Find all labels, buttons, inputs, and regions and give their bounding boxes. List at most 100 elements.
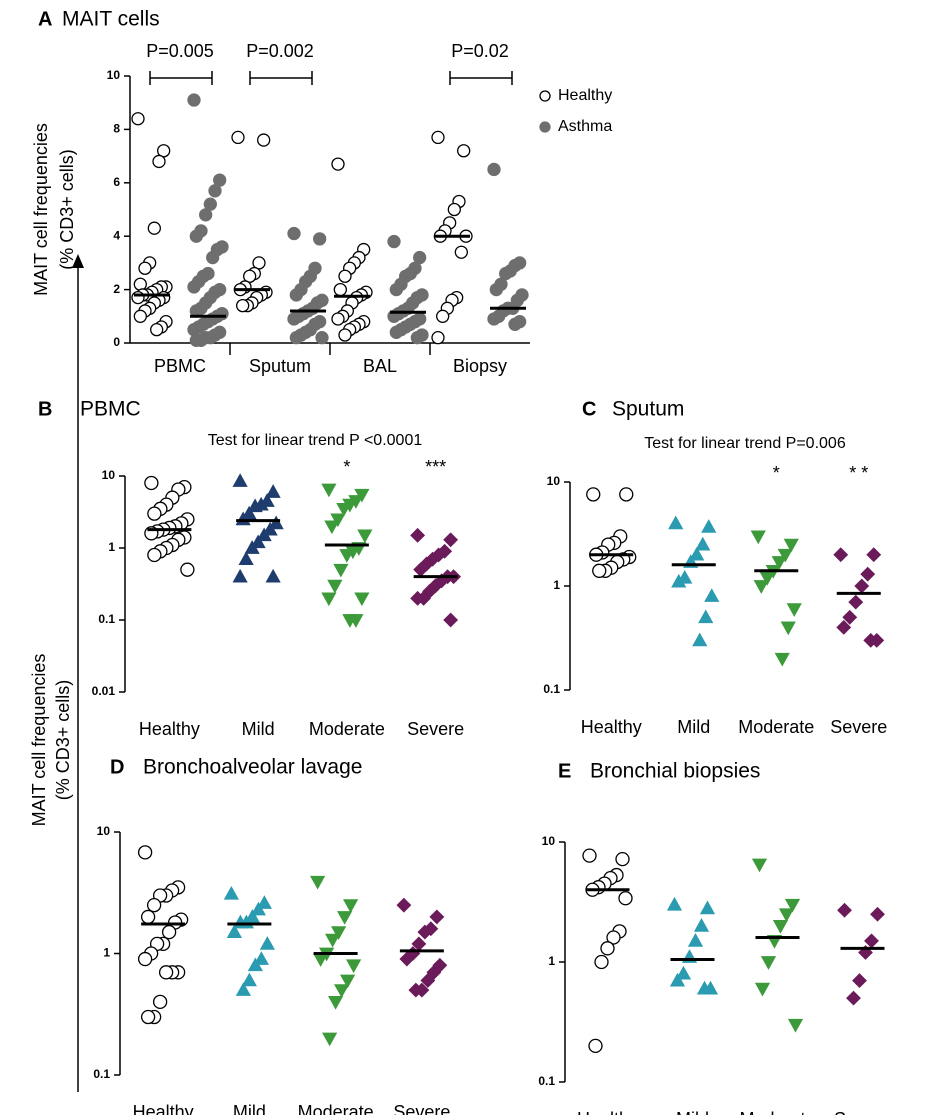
data-point xyxy=(265,484,281,498)
x-tick-label: PBMC xyxy=(154,356,206,376)
data-point xyxy=(265,568,281,583)
data-point xyxy=(420,973,436,988)
data-point xyxy=(147,221,161,235)
data-point xyxy=(668,515,684,530)
x-tick-label: Healthy xyxy=(581,717,642,737)
y-tick-label: 10 xyxy=(547,474,561,488)
y-label: (% CD3+ cells) xyxy=(53,680,73,801)
data-point xyxy=(431,331,445,345)
data-point xyxy=(334,984,350,998)
data-point xyxy=(244,909,260,923)
panel-letter: B xyxy=(38,398,52,420)
data-point xyxy=(131,112,145,126)
data-point xyxy=(262,521,278,536)
data-point xyxy=(357,529,373,544)
data-point xyxy=(331,157,345,171)
data-point xyxy=(250,534,266,549)
data-point xyxy=(324,520,340,535)
data-point xyxy=(236,298,250,313)
data-point xyxy=(189,229,203,243)
data-point xyxy=(429,909,445,925)
data-point xyxy=(833,547,849,563)
data-point xyxy=(321,483,337,498)
data-point xyxy=(759,571,775,586)
data-point xyxy=(864,933,879,949)
data-point xyxy=(268,515,284,530)
panel-letter: E xyxy=(558,760,571,782)
data-point xyxy=(846,990,861,1006)
data-point xyxy=(696,980,713,995)
data-point xyxy=(199,208,213,222)
data-point xyxy=(152,994,168,1009)
data-point xyxy=(692,632,708,647)
data-point xyxy=(594,954,609,970)
data-point xyxy=(425,551,441,567)
y-tick-label: 1 xyxy=(103,946,110,960)
data-point xyxy=(786,603,802,617)
data-point xyxy=(687,933,704,947)
shared-y-label: MAIT cell frequencies (% CD3+ cells) xyxy=(29,654,73,827)
data-point xyxy=(669,972,686,987)
data-point xyxy=(338,328,352,342)
data-point xyxy=(150,322,164,337)
panel-letter: A xyxy=(38,8,52,30)
data-point xyxy=(206,250,220,265)
data-point xyxy=(147,506,162,521)
data-point xyxy=(244,540,260,554)
x-tick-label: Moderate xyxy=(738,717,814,737)
data-point xyxy=(226,924,242,938)
data-point xyxy=(321,592,337,607)
panel-title: Bronchial biopsies xyxy=(590,760,760,783)
data-point xyxy=(208,184,222,198)
data-point xyxy=(333,563,349,578)
legend-label: Healthy xyxy=(558,87,612,104)
data-point xyxy=(289,288,303,302)
data-point xyxy=(180,562,195,577)
data-point xyxy=(313,232,327,246)
data-point xyxy=(333,282,347,297)
x-tick-label: Mild xyxy=(677,717,710,737)
y-tick-label: 6 xyxy=(113,175,120,189)
data-point xyxy=(339,549,355,563)
data-point xyxy=(410,331,424,345)
y-tick-label: 0.1 xyxy=(543,682,560,696)
data-point xyxy=(223,885,239,900)
x-tick-label: Biopsy xyxy=(453,356,507,376)
data-point xyxy=(410,590,426,606)
data-point xyxy=(689,546,705,561)
data-point xyxy=(158,965,174,980)
data-point xyxy=(287,226,301,241)
data-point xyxy=(257,133,271,147)
data-point xyxy=(340,974,356,989)
data-point xyxy=(870,906,885,922)
y-tick-label: 1 xyxy=(553,578,560,592)
data-point xyxy=(618,891,633,906)
data-point xyxy=(232,568,248,583)
panel-letter: C xyxy=(582,398,596,420)
data-point xyxy=(241,972,257,987)
data-point xyxy=(487,162,501,177)
legend-label: Asthma xyxy=(558,118,612,135)
data-point xyxy=(431,547,447,563)
y-tick-label: 0.1 xyxy=(538,1074,555,1088)
panel-letter: D xyxy=(110,756,124,778)
data-point xyxy=(836,619,852,635)
data-point xyxy=(325,933,341,948)
data-point xyxy=(436,309,450,323)
y-tick-label: 10 xyxy=(102,468,116,482)
data-point xyxy=(848,594,864,610)
data-point xyxy=(140,1009,156,1025)
data-point xyxy=(753,580,769,594)
data-point xyxy=(437,543,453,559)
data-point xyxy=(343,899,359,913)
data-point xyxy=(600,941,615,956)
data-point xyxy=(751,858,768,873)
data-point xyxy=(152,154,166,169)
data-point xyxy=(619,487,634,502)
data-point xyxy=(693,918,710,932)
data-point xyxy=(588,1038,603,1054)
panel-title: Sputum xyxy=(612,398,684,421)
y-label: MAIT cell frequencies xyxy=(29,654,49,827)
x-tick-label: Mild xyxy=(676,1109,709,1115)
data-point xyxy=(133,309,147,323)
